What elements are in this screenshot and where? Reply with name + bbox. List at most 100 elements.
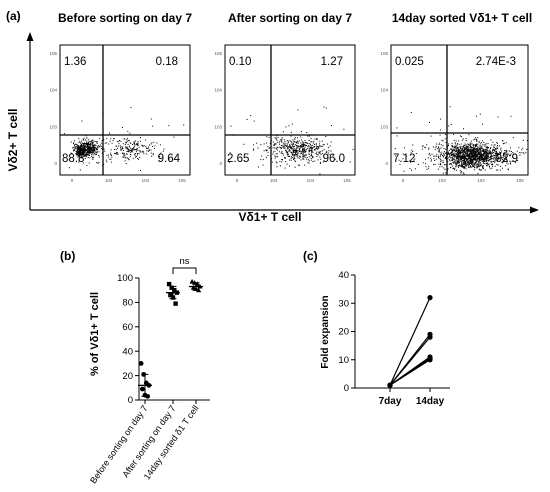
- flow-event-dot: [111, 156, 113, 158]
- flow-event-dot: [496, 152, 498, 154]
- flow-event-dot: [441, 166, 443, 168]
- flow-event-dot: [286, 142, 288, 144]
- flow-event-dot: [480, 151, 482, 153]
- flow-event-dot: [458, 152, 460, 154]
- flow-event-dot: [448, 151, 449, 153]
- flow-event-dot: [103, 148, 105, 150]
- flow-event-dot: [312, 142, 314, 144]
- flow-event-dot: [463, 128, 464, 130]
- flow-event-dot: [430, 135, 432, 137]
- flow-event-dot: [115, 145, 117, 147]
- flow-event-dot: [485, 152, 487, 154]
- flow-event-dot: [274, 144, 276, 146]
- flow-event-dot: [96, 162, 98, 163]
- flow-event-dot: [87, 148, 89, 150]
- flow-event-dot: [456, 158, 457, 160]
- flow-event-dot: [296, 153, 298, 155]
- flow-event-dot: [304, 140, 306, 142]
- flow-event-dot: [435, 145, 437, 147]
- flow-event-dot: [462, 149, 464, 151]
- flow-event-dot: [454, 169, 455, 171]
- flow-event-dot: [477, 160, 479, 162]
- flow-event-dot: [394, 148, 396, 150]
- flow-event-dot: [297, 137, 298, 139]
- flow-event-dot: [475, 149, 477, 150]
- flow-event-dot: [484, 161, 486, 162]
- flow-event-dot: [481, 151, 483, 152]
- flow-event-dot: [282, 144, 284, 146]
- flow-event-dot: [300, 156, 302, 158]
- flow-event-dot: [483, 158, 485, 160]
- flow-event-dot: [284, 156, 286, 158]
- flow-event-dot: [159, 144, 161, 146]
- flow-event-dot: [272, 151, 274, 153]
- flow-event-dot: [299, 149, 301, 151]
- flow-event-dot: [451, 151, 453, 153]
- flow-event-dot: [77, 155, 79, 157]
- flow-event-dot: [464, 149, 466, 151]
- flow-event-dot: [92, 142, 94, 144]
- flow-event-dot: [94, 147, 96, 149]
- flow-event-dot: [284, 147, 286, 149]
- flow-event-dot: [83, 146, 85, 148]
- flow-event-dot: [495, 153, 496, 155]
- flow-event-dot: [487, 153, 489, 155]
- flow-event-dot: [297, 140, 298, 142]
- flow-event-dot: [279, 143, 280, 145]
- flow-event-dot: [435, 147, 437, 149]
- flow-event-dot: [472, 163, 474, 165]
- flow-event-dot: [229, 161, 231, 163]
- flow-event-dot: [440, 161, 442, 163]
- flow-event-dot: [123, 152, 125, 154]
- flow-event-dot: [111, 154, 112, 156]
- flow-event-dot: [77, 149, 79, 151]
- flow-event-dot: [441, 139, 443, 141]
- flow-event-dot: [458, 159, 460, 161]
- flow-event-dot: [471, 155, 473, 157]
- flow-event-dot: [312, 156, 314, 158]
- flow-event-dot: [321, 146, 323, 147]
- flow-event-dot: [138, 158, 139, 160]
- flow-event-dot: [107, 156, 109, 158]
- flow-event-dot: [104, 142, 106, 144]
- chart-b-significance-bracket: [172, 267, 197, 274]
- flow-event-dot: [475, 162, 477, 164]
- flow-event-dot: [96, 152, 98, 154]
- flow-event-dot: [459, 151, 461, 153]
- flow-event-dot: [473, 156, 475, 158]
- flow-event-dot: [284, 157, 286, 159]
- flow-event-dot: [502, 159, 503, 161]
- flow-event-dot: [476, 166, 478, 168]
- flow-event-dot: [328, 153, 330, 155]
- chart-c-y-tick-label: 20: [338, 327, 349, 338]
- quadrant-lower-left: 7.12: [393, 153, 415, 165]
- flow-event-dot: [433, 158, 435, 160]
- flow-x-tick: 104: [142, 178, 150, 183]
- flow-event-dot: [486, 164, 487, 166]
- flow-event-dot: [473, 155, 475, 157]
- flow-event-dot: [68, 167, 70, 169]
- flow-event-dot: [288, 149, 290, 151]
- flow-event-dot: [133, 142, 135, 144]
- flow-event-dot: [475, 144, 477, 146]
- flow-event-dot: [464, 155, 466, 157]
- flow-event-dot: [490, 147, 492, 149]
- flow-event-dot: [143, 145, 145, 147]
- flow-event-dot: [135, 144, 137, 145]
- flow-event-dot: [457, 157, 458, 159]
- flow-event-dot: [92, 156, 94, 158]
- shared-y-axis-title: Vδ2+ T cell: [6, 109, 20, 172]
- flow-event-dot: [476, 167, 478, 169]
- flow-event-dot: [330, 125, 332, 126]
- flow-event-dot: [93, 154, 95, 156]
- flow-event-dot: [445, 172, 447, 174]
- flow-event-dot: [490, 159, 492, 161]
- flow-event-dot: [465, 146, 467, 148]
- flow-event-dot: [491, 165, 493, 167]
- flow-event-dot: [463, 158, 465, 160]
- flow-event-dot: [92, 148, 94, 150]
- flow-event-dot: [486, 147, 488, 149]
- flow-event-dot: [310, 147, 312, 149]
- flow-event-dot: [314, 138, 316, 140]
- flow-event-dot: [462, 155, 464, 157]
